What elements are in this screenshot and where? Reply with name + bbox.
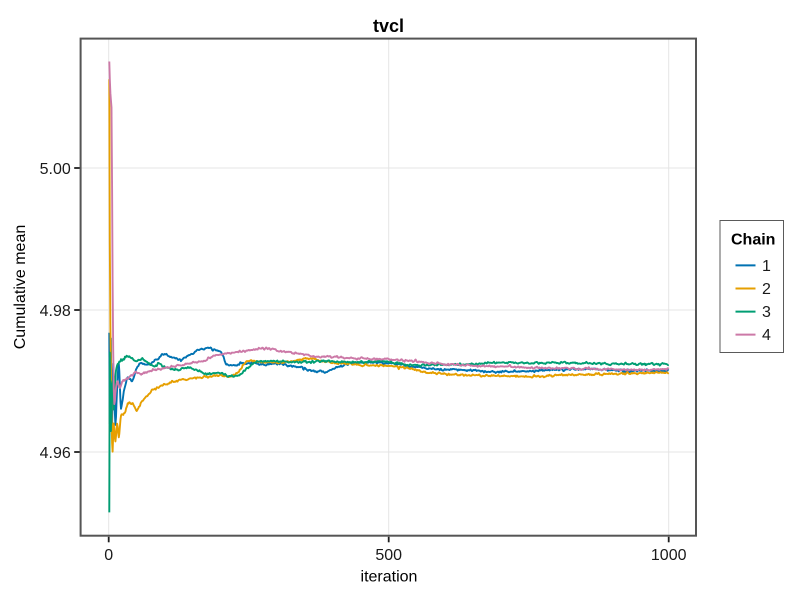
svg-text:3: 3 (762, 304, 771, 321)
svg-text:1: 1 (762, 258, 771, 275)
svg-text:4.96: 4.96 (40, 445, 71, 462)
svg-text:4: 4 (762, 327, 771, 344)
svg-text:4.98: 4.98 (40, 303, 71, 320)
svg-text:iteration: iteration (361, 569, 418, 586)
svg-text:Cumulative mean: Cumulative mean (12, 225, 29, 350)
svg-text:2: 2 (762, 281, 771, 298)
svg-text:500: 500 (375, 547, 402, 564)
svg-text:5.00: 5.00 (40, 161, 71, 178)
svg-text:1000: 1000 (651, 547, 687, 564)
svg-text:0: 0 (104, 547, 113, 564)
svg-text:tvcl: tvcl (373, 16, 404, 36)
svg-text:Chain: Chain (731, 231, 775, 248)
